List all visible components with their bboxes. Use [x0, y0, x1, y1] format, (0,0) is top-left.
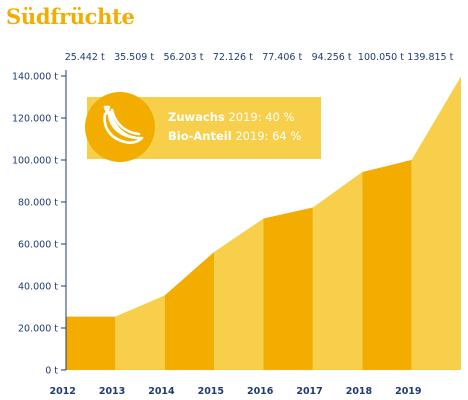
area-segment-2019 — [411, 76, 461, 371]
y-tick-label: 140.000 t — [12, 72, 58, 83]
organic-value: 2019: 64 % — [235, 129, 302, 143]
info-icon-circle — [85, 92, 155, 162]
growth-info: Zuwachs 2019: 40 % — [168, 110, 294, 124]
value-label-2015: 72.126 t — [213, 52, 253, 63]
value-label-2017: 94.256 t — [312, 52, 352, 63]
y-tick-label: 0 t — [45, 366, 58, 377]
y-tick-label: 80.000 t — [18, 198, 58, 209]
x-tick-label-2018: 2018 — [346, 386, 373, 397]
value-label-2016: 77.406 t — [262, 52, 302, 63]
y-tick-label: 20.000 t — [18, 324, 58, 335]
chart-title: Südfrüchte — [6, 4, 135, 29]
value-label-2019: 139.815 t — [407, 52, 453, 63]
area-segment-2017 — [312, 172, 363, 370]
y-tick-label: 100.000 t — [12, 156, 58, 167]
organic-info: Bio-Anteil 2019: 64 % — [168, 129, 301, 143]
y-tick-label: 40.000 t — [18, 282, 58, 293]
area-segment-2015 — [214, 218, 264, 370]
x-tick-label-2012: 2012 — [49, 386, 75, 397]
banana-icon — [103, 105, 144, 144]
y-tick-label: 120.000 t — [12, 114, 58, 125]
y-tick-label: 60.000 t — [18, 240, 58, 251]
value-label-2014: 56.203 t — [163, 52, 203, 63]
area-segment-2012 — [66, 316, 116, 370]
x-tick-label-2015: 2015 — [198, 386, 224, 397]
value-label-2013: 35.509 t — [114, 52, 154, 63]
x-tick-label-2017: 2017 — [296, 386, 322, 397]
value-label-2012: 25.442 t — [65, 52, 105, 63]
x-tick-label-2016: 2016 — [247, 386, 274, 397]
area-segment-2018 — [362, 159, 412, 370]
organic-label: Bio-Anteil — [168, 129, 232, 143]
x-tick-label-2014: 2014 — [148, 386, 175, 397]
growth-value: 2019: 40 % — [228, 110, 295, 124]
area-segment-2013 — [115, 295, 165, 370]
growth-label: Zuwachs — [168, 110, 225, 124]
area-segment-2014 — [164, 251, 215, 370]
x-tick-label-2013: 2013 — [99, 386, 125, 397]
value-label-2018: 100.050 t — [358, 52, 404, 63]
area-segment-2016 — [263, 207, 313, 370]
x-tick-label-2019: 2019 — [395, 386, 421, 397]
